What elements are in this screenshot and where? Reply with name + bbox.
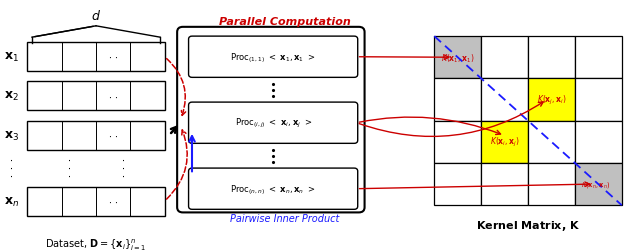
Text: $\mathrm{Proc}_{(n,n)}$ $<$ $\mathbf{x}_n, \mathbf{x}_n$ $>$: $\mathrm{Proc}_{(n,n)}$ $<$ $\mathbf{x}_… [230,182,316,196]
Bar [435,79,481,121]
Text: Parallel Computation: Parallel Computation [219,17,351,27]
Text: $\cdot$: $\cdot$ [67,170,70,180]
Text: $K(\mathbf{x}_1, \mathbf{x}_1)$: $K(\mathbf{x}_1, \mathbf{x}_1)$ [441,52,474,64]
Bar [575,121,621,163]
Text: $\cdot$: $\cdot$ [10,162,13,172]
Bar [481,37,528,79]
Text: $\mathrm{Proc}_{(i,j)}$ $<$ $\mathbf{x}_i, \mathbf{x}_j$ $>$: $\mathrm{Proc}_{(i,j)}$ $<$ $\mathbf{x}_… [234,117,312,130]
Text: $K(\mathbf{x}_i, \mathbf{x}_j)$: $K(\mathbf{x}_i, \mathbf{x}_j)$ [490,136,520,149]
Text: $K(\mathbf{x}_n, \mathbf{x}_n)$: $K(\mathbf{x}_n, \mathbf{x}_n)$ [581,179,611,189]
Text: $d$: $d$ [91,9,101,22]
Bar [528,79,575,121]
Bar [435,121,481,163]
Text: $\mathbf{x}_3$: $\mathbf{x}_3$ [4,129,19,142]
Text: $\cdot$: $\cdot$ [10,154,13,164]
Text: $K(\mathbf{x}_j, \mathbf{x}_i)$: $K(\mathbf{x}_j, \mathbf{x}_i)$ [536,94,566,107]
Bar [575,37,621,79]
Bar [481,121,528,163]
Text: $\mathbf{x}_2$: $\mathbf{x}_2$ [4,90,19,103]
Bar [435,163,481,205]
Bar [575,163,621,205]
Text: $\mathbf{x}_n$: $\mathbf{x}_n$ [4,195,19,208]
Bar [28,82,164,111]
Text: $\cdot\,\cdot$: $\cdot\,\cdot$ [108,53,118,62]
Bar [575,79,621,121]
Text: $\cdot$: $\cdot$ [122,170,125,180]
Text: $\cdot$: $\cdot$ [67,154,70,164]
Bar [528,163,575,205]
Bar [28,121,164,150]
FancyBboxPatch shape [189,103,358,144]
Text: Dataset, $\mathbf{D} = \{\mathbf{x}_i\}_{i=1}^n$: Dataset, $\mathbf{D} = \{\mathbf{x}_i\}_… [45,236,147,250]
Text: $\cdot$: $\cdot$ [67,162,70,172]
Bar [481,163,528,205]
Bar [28,43,164,72]
Bar [435,37,481,79]
Text: $\cdot$: $\cdot$ [10,170,13,180]
Text: Pairwise Inner Product: Pairwise Inner Product [230,214,339,224]
Text: $\mathrm{Proc}_{(1,1)}$ $<$ $\mathbf{x}_1, \mathbf{x}_1$ $>$: $\mathrm{Proc}_{(1,1)}$ $<$ $\mathbf{x}_… [230,51,316,64]
FancyBboxPatch shape [189,168,358,209]
Text: $\cdot\,\cdot$: $\cdot\,\cdot$ [108,131,118,140]
Bar [528,121,575,163]
Text: $\cdot\,\cdot$: $\cdot\,\cdot$ [108,197,118,206]
Text: $\cdot\,\cdot$: $\cdot\,\cdot$ [108,92,118,101]
Bar [28,187,164,216]
Text: $\cdot$: $\cdot$ [122,154,125,164]
Bar [528,37,575,79]
Text: $\cdot$: $\cdot$ [122,162,125,172]
Text: $\mathbf{x}_1$: $\mathbf{x}_1$ [4,51,19,64]
Bar [481,79,528,121]
FancyBboxPatch shape [189,37,358,78]
Text: Kernel Matrix, $\mathbf{K}$: Kernel Matrix, $\mathbf{K}$ [476,218,580,232]
